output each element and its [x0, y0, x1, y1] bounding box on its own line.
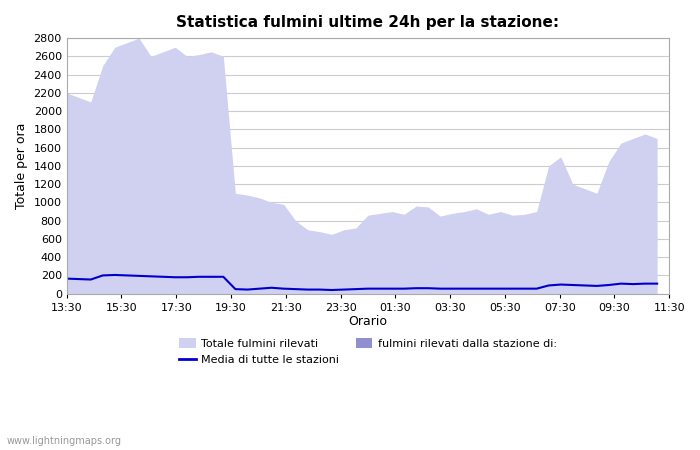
Title: Statistica fulmini ultime 24h per la stazione:: Statistica fulmini ultime 24h per la sta… — [176, 15, 559, 30]
Text: www.lightningmaps.org: www.lightningmaps.org — [7, 436, 122, 446]
X-axis label: Orario: Orario — [349, 315, 387, 328]
Legend: Totale fulmini rilevati, Media di tutte le stazioni, fulmini rilevati dalla staz: Totale fulmini rilevati, Media di tutte … — [174, 334, 561, 370]
Y-axis label: Totale per ora: Totale per ora — [15, 123, 28, 209]
